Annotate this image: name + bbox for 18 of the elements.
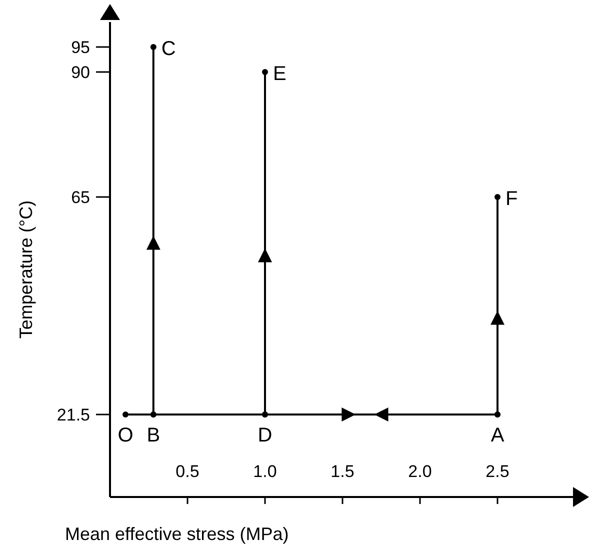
y-tick-label: 90 xyxy=(71,62,90,82)
annotation: D xyxy=(258,424,272,446)
annotation: C xyxy=(161,38,176,60)
y-tick-label: 65 xyxy=(71,188,90,207)
annotation: O xyxy=(118,424,134,446)
x-axis-title: Mean effective stress (MPa) xyxy=(65,524,289,544)
x-tick-label: 2.5 xyxy=(486,462,510,481)
annotation: A xyxy=(490,424,505,446)
y-tick-label: 21.5 xyxy=(56,405,90,424)
x-tick-label: 1.0 xyxy=(253,462,277,481)
annotation: F xyxy=(506,188,518,210)
x-tick-label: 1.5 xyxy=(330,462,354,481)
annotation: E xyxy=(273,63,286,85)
y-axis-title: Temperature (°C) xyxy=(16,200,36,339)
y-tick-label: 95 xyxy=(71,38,90,57)
x-tick-label: 0.5 xyxy=(176,462,200,481)
annotation: B xyxy=(146,424,160,446)
x-tick-label: 2.0 xyxy=(408,462,432,481)
